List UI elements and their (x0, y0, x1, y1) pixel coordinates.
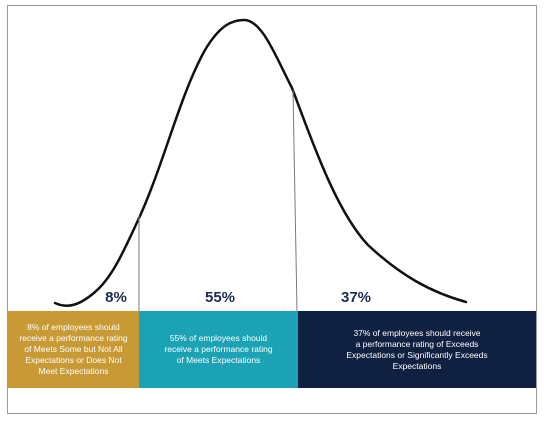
percent-label-low: 8% (105, 289, 127, 306)
percent-label-mid: 55% (204, 289, 236, 306)
band-high: 37% of employees should receive a perfor… (298, 311, 536, 388)
band-low-text: 8% of employees should receive a perform… (19, 322, 128, 376)
band-mid: 55% of employees should receive a perfor… (139, 311, 298, 388)
band-mid-text: 55% of employees should receive a perfor… (164, 333, 273, 365)
band-high-text: 37% of employees should receive a perfor… (346, 327, 488, 371)
divider-line-right (292, 89, 298, 312)
percent-label-high: 37% (340, 289, 372, 306)
band-low: 8% of employees should receive a perform… (8, 311, 139, 388)
bell-curve (53, 18, 468, 307)
